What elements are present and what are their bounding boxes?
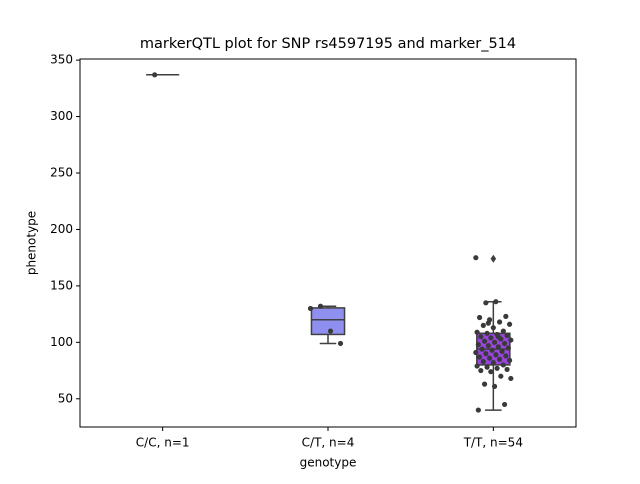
data-point bbox=[483, 351, 489, 357]
data-point bbox=[152, 72, 158, 78]
data-point bbox=[484, 330, 490, 336]
data-point bbox=[475, 407, 481, 413]
data-point bbox=[499, 348, 505, 354]
data-point bbox=[503, 313, 509, 319]
y-tick-label: 300 bbox=[50, 109, 73, 123]
data-point bbox=[476, 314, 483, 321]
data-point bbox=[484, 364, 490, 370]
data-point bbox=[473, 255, 479, 261]
data-point bbox=[307, 305, 314, 312]
plot-frame bbox=[79, 58, 577, 428]
data-point bbox=[500, 328, 506, 334]
data-point bbox=[491, 339, 498, 345]
y-tick-label: 350 bbox=[50, 53, 73, 67]
data-point bbox=[475, 341, 481, 348]
data-point bbox=[479, 346, 485, 352]
y-tick-label: 150 bbox=[50, 278, 73, 292]
data-point bbox=[327, 328, 334, 334]
data-point bbox=[478, 334, 484, 340]
x-axis-label: genotype bbox=[300, 456, 357, 470]
data-point bbox=[486, 355, 493, 361]
data-point bbox=[483, 300, 489, 306]
data-point bbox=[476, 354, 483, 360]
y-tick-label: 200 bbox=[50, 222, 73, 236]
data-point bbox=[480, 322, 486, 329]
data-point bbox=[488, 335, 494, 341]
box bbox=[310, 307, 346, 336]
data-point bbox=[488, 369, 494, 375]
data-point bbox=[481, 381, 488, 387]
data-point bbox=[489, 347, 495, 353]
data-point bbox=[478, 367, 484, 374]
data-point bbox=[500, 362, 506, 368]
data-point bbox=[317, 303, 324, 309]
data-point bbox=[501, 340, 508, 347]
data-point bbox=[490, 325, 496, 331]
data-point bbox=[503, 353, 509, 359]
data-point bbox=[495, 344, 501, 350]
y-tick-label: 100 bbox=[50, 335, 73, 349]
data-point bbox=[494, 365, 500, 371]
data-point bbox=[506, 357, 513, 363]
data-point bbox=[491, 383, 498, 389]
data-point bbox=[337, 340, 344, 347]
y-tick-label: 50 bbox=[58, 391, 73, 405]
y-tick-label: 250 bbox=[50, 166, 73, 180]
data-point bbox=[496, 356, 503, 362]
data-point bbox=[504, 366, 510, 373]
data-point bbox=[473, 349, 479, 356]
x-tick-label: T/T, n=54 bbox=[463, 436, 523, 450]
data-point bbox=[493, 352, 499, 358]
chart-title: markerQTL plot for SNP rs4597195 and mar… bbox=[140, 36, 516, 52]
data-point bbox=[495, 334, 501, 340]
data-point bbox=[490, 360, 496, 366]
data-point bbox=[501, 401, 508, 408]
data-point bbox=[485, 343, 491, 349]
x-tick-label: C/C, n=1 bbox=[136, 436, 190, 450]
data-point bbox=[474, 329, 480, 335]
x-tick-label: C/T, n=4 bbox=[302, 436, 355, 450]
data-point bbox=[505, 345, 511, 351]
data-point bbox=[480, 358, 486, 365]
data-point bbox=[508, 375, 514, 382]
data-point bbox=[498, 373, 504, 379]
y-axis-label: phenotype bbox=[25, 211, 39, 275]
data-point bbox=[474, 363, 480, 369]
data-point bbox=[504, 332, 510, 339]
data-point bbox=[496, 319, 503, 325]
data-point bbox=[506, 321, 513, 327]
data-point bbox=[493, 299, 499, 305]
data-point bbox=[508, 337, 514, 343]
data-point bbox=[481, 338, 488, 344]
outlier bbox=[490, 254, 497, 263]
data-point bbox=[485, 320, 491, 326]
